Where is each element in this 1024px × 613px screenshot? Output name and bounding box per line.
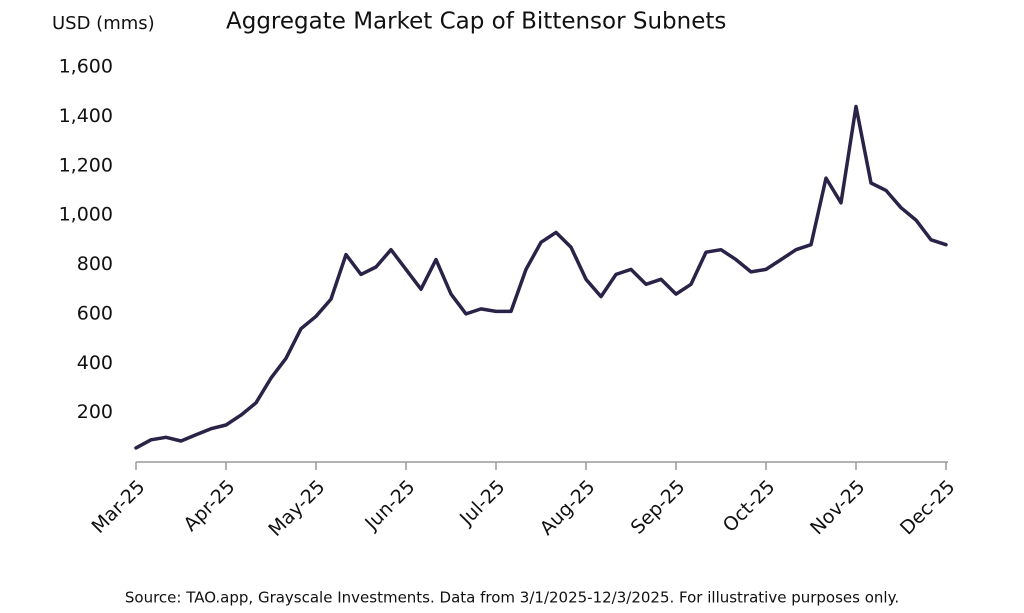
x-tick-label: May-25	[264, 476, 329, 541]
data-line	[134, 104, 948, 450]
y-tick-label: 800	[77, 253, 113, 275]
x-tick-label: Jul-25	[455, 476, 509, 530]
y-tick-label: 200	[77, 401, 113, 423]
x-tick-label: Apr-25	[180, 476, 240, 536]
chart-title: Aggregate Market Cap of Bittensor Subnet…	[226, 9, 726, 35]
source-note: Source: TAO.app, Grayscale Investments. …	[125, 589, 899, 607]
x-tick-label: Aug-25	[536, 476, 600, 540]
x-tick-label: Dec-25	[896, 476, 960, 540]
y-tick-label: 400	[77, 352, 113, 374]
x-tick-label: Oct-25	[719, 476, 780, 537]
x-tick-label: Mar-25	[87, 476, 149, 538]
x-tick-label: Jun-25	[360, 476, 419, 535]
y-tick-label: 1,400	[59, 105, 113, 127]
x-tick-label: Nov-25	[806, 476, 869, 539]
y-tick-label: 1,000	[59, 204, 113, 226]
y-axis-label: USD (mms)	[52, 13, 155, 34]
y-tick-label: 1,200	[59, 154, 113, 176]
y-tick-label: 1,600	[59, 56, 113, 78]
x-tick-label: Sep-25	[627, 476, 690, 539]
y-tick-label: 600	[77, 302, 113, 324]
